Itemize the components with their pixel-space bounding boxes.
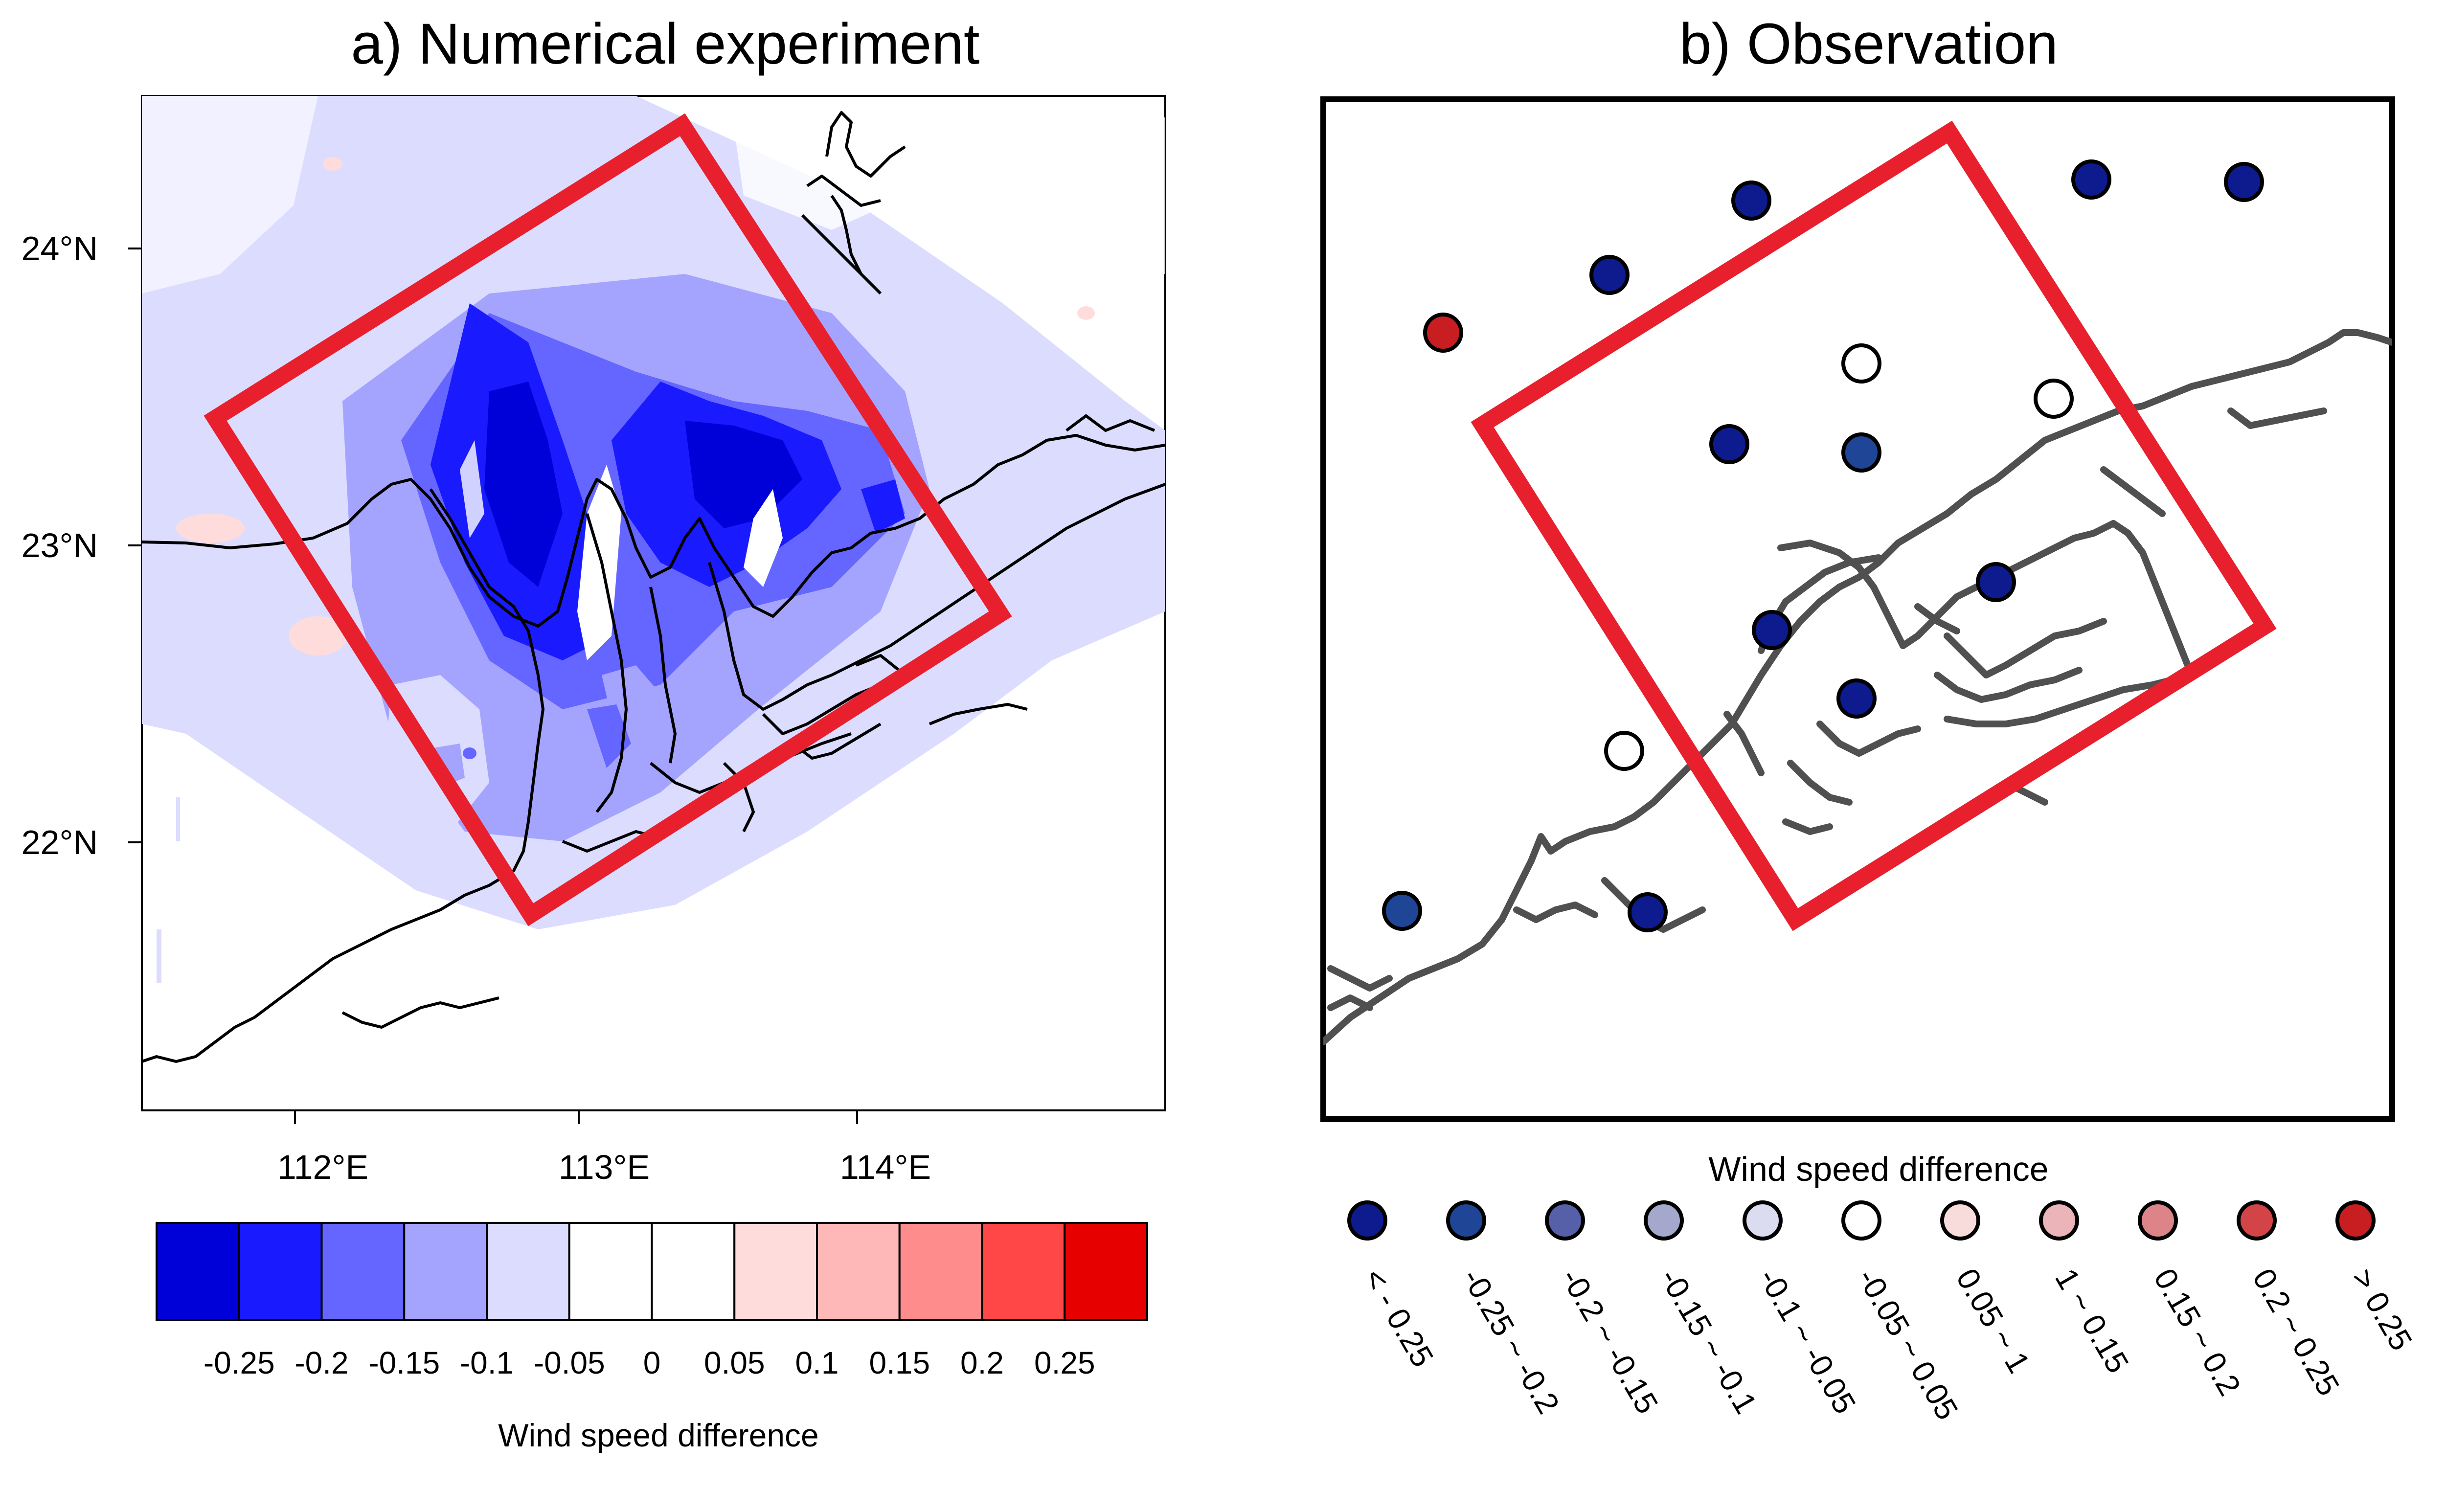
legend-label: -0.2 ~ -0.15: [1554, 1263, 1665, 1420]
legend-marker: [1940, 1200, 1980, 1241]
station-marker: [1423, 313, 1463, 353]
colorbar-swatch: [486, 1222, 570, 1321]
legend-label: -0.15 ~ -0.1: [1653, 1263, 1764, 1420]
colorbar-tick-label: -0.05: [534, 1345, 605, 1380]
colorbar-swatch: [238, 1222, 323, 1321]
legend-b: < - 0.25 -0.25 ~ -0.2-0.2 ~ -0.15-0.15 ~ …: [1347, 1200, 2419, 1425]
legend-marker: [1545, 1200, 1585, 1241]
legend-label: -0.05 ~ 0.05: [1851, 1263, 1965, 1425]
station-marker: [1752, 610, 1792, 650]
coastline-b: [1323, 329, 2392, 1045]
panel-b-map-frame: [1320, 96, 2395, 1122]
station-marker: [1841, 343, 1881, 384]
legend-label: > 0.25: [2345, 1263, 2419, 1356]
colorbar-tick-label: -0.15: [368, 1345, 440, 1380]
colorbar-swatch: [156, 1222, 240, 1321]
station-marker: [1709, 424, 1749, 464]
legend-marker: [2039, 1200, 2079, 1241]
colorbar-tick-label: -0.1: [460, 1345, 514, 1380]
legend-label: 0.15 ~ 0.2: [2147, 1263, 2248, 1401]
colorbar-tick-label: 0.25: [1034, 1345, 1095, 1380]
station-marker: [1836, 678, 1877, 719]
panel-a-map: 24°N 23°N 22°N 112°E 113°E 114°E: [22, 95, 1166, 1186]
panel-a-title: a) Numerical experiment: [351, 12, 979, 76]
colorbar-tick-label: 0.15: [869, 1345, 930, 1380]
colorbar-swatch: [568, 1222, 653, 1321]
legend-marker: [1347, 1200, 1387, 1241]
wind-difference-field: [142, 96, 1165, 983]
station-marker: [1628, 892, 1668, 932]
station-marker: [1604, 731, 1644, 771]
panel-b-title: b) Observation: [1679, 12, 2058, 76]
legend-label: 0.05 ~ 1: [1949, 1263, 2037, 1379]
colorbar-swatch: [981, 1222, 1066, 1321]
lon-label-113e: 113°E: [559, 1148, 650, 1186]
legend-marker: [1841, 1200, 1881, 1241]
lat-label-24n: 24°N: [22, 229, 98, 268]
legend-label: 1 ~ 0.15: [2048, 1263, 2136, 1379]
station-marker: [1589, 255, 1630, 295]
legend-label: 0.2 ~ 0.25: [2246, 1263, 2347, 1401]
legend-label: < - 0.25: [1357, 1263, 1441, 1373]
colorbar-a-label: Wind speed difference: [498, 1417, 819, 1453]
colorbar-tick-label: -0.25: [204, 1345, 275, 1380]
lon-label-112e: 112°E: [277, 1148, 368, 1186]
colorbar-swatch: [651, 1222, 736, 1321]
stations: [1382, 159, 2264, 932]
legend-marker: [1644, 1200, 1684, 1241]
colorbar-tick-label: 0.2: [960, 1345, 1004, 1380]
lon-label-114e: 114°E: [840, 1148, 931, 1186]
colorbar-swatch: [320, 1222, 406, 1321]
station-marker: [2034, 379, 2074, 419]
colorbar-swatch: [1064, 1222, 1148, 1321]
colorbar-tick-label: 0: [643, 1345, 661, 1380]
legend-marker: [1446, 1200, 1486, 1241]
study-area-box-a: [204, 113, 1012, 926]
legend-marker: [2237, 1200, 2277, 1241]
station-marker: [2071, 159, 2111, 200]
colorbar-a: -0.25 -0.2 -0.15 -0.1 -0.05 0 0.05 0.1 0.15 0.2 0.…: [156, 1222, 1148, 1380]
colorbar-tick-label: 0.05: [704, 1345, 765, 1380]
legend-marker: [1743, 1200, 1783, 1241]
colorbar-swatch: [403, 1222, 488, 1321]
legend-label: -0.1 ~ -0.05: [1752, 1263, 1863, 1420]
legend-marker: [2138, 1200, 2178, 1241]
panel-a-lat-ticks: [128, 248, 142, 843]
colorbar-tick-label: -0.2: [294, 1345, 348, 1380]
colorbar-swatch: [816, 1222, 901, 1321]
panel-a-lon-ticks: [294, 1110, 858, 1124]
colorbar-swatch: [733, 1222, 818, 1321]
station-marker: [1976, 562, 2016, 602]
panel-b-map: [1320, 96, 2395, 1122]
lat-label-22n: 22°N: [22, 823, 98, 861]
legend-label: -0.25 ~ -0.2: [1455, 1263, 1566, 1420]
station-marker: [1731, 181, 1771, 221]
legend-title: Wind speed difference: [1708, 1150, 2048, 1188]
station-marker: [2224, 162, 2264, 202]
colorbar-tick-label: 0.1: [795, 1345, 839, 1380]
study-area-box-b: [1471, 120, 2277, 931]
lat-label-23n: 23°N: [22, 526, 98, 564]
colorbar-swatch: [898, 1222, 983, 1321]
legend-marker: [2335, 1200, 2376, 1241]
station-marker: [1382, 891, 1422, 931]
station-marker: [1841, 432, 1881, 473]
